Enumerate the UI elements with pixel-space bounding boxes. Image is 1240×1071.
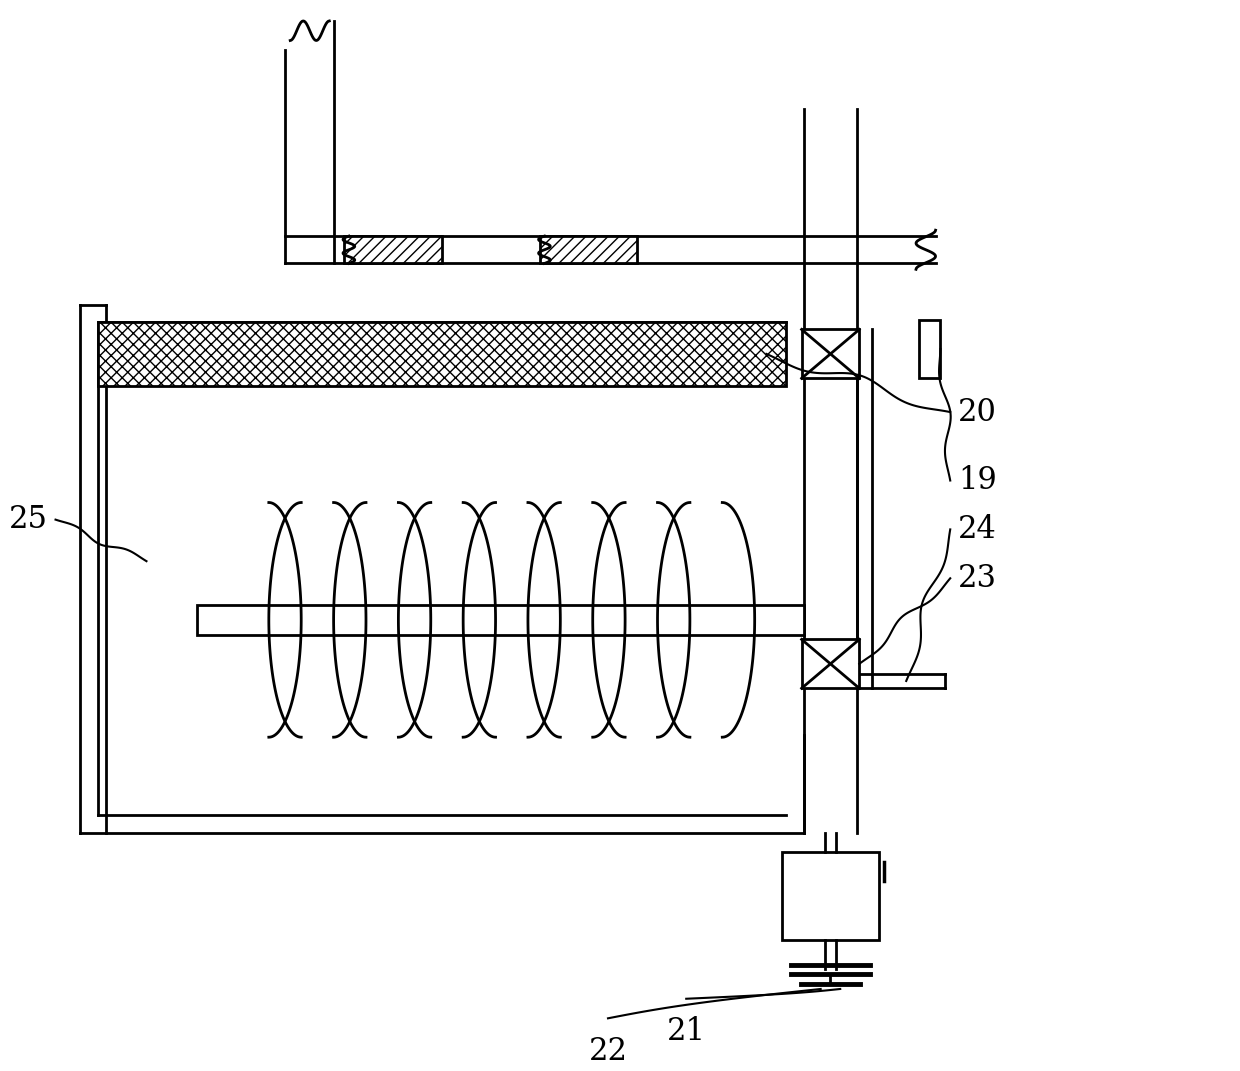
Bar: [919, 319, 940, 378]
Bar: [801, 330, 859, 378]
Text: 19: 19: [959, 465, 997, 496]
Text: 22: 22: [589, 1036, 627, 1067]
Bar: [343, 236, 441, 263]
Bar: [781, 853, 879, 940]
Bar: [98, 322, 786, 386]
Text: 24: 24: [959, 514, 997, 545]
Text: 20: 20: [959, 396, 997, 427]
Bar: [539, 236, 637, 263]
Text: 25: 25: [9, 504, 47, 536]
Text: 23: 23: [959, 562, 997, 593]
Bar: [801, 639, 859, 689]
Bar: [197, 605, 804, 634]
Text: 21: 21: [667, 1016, 706, 1047]
